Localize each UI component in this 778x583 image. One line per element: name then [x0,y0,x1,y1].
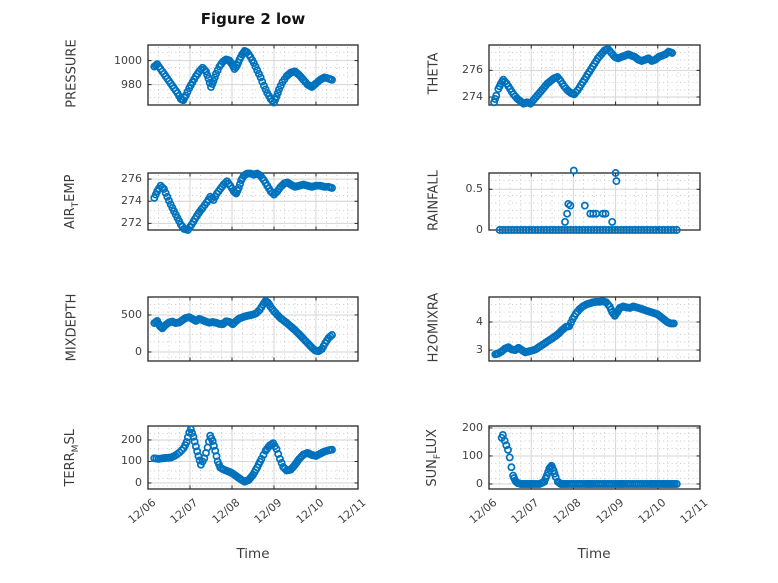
y-axis-label-air_temp: AIRTEMP [63,174,81,229]
y-tick-label: 100 [121,454,142,468]
data-series-h2omixra [491,297,678,359]
subplot-terr_msl [147,425,359,490]
y-tick-label: 276 [121,172,142,186]
y-axis-label-h2omixra: H2OMIXRA [426,292,442,363]
y-axis-label-rainfall: RAINFALL [426,169,442,231]
y-tick-label: 0 [135,344,142,358]
y-tick-label: 200 [121,432,142,446]
subplot-sun_flux [488,425,701,490]
y-tick-label: 0 [135,475,142,489]
x-axis-title-left: Time [236,546,270,562]
data-series-pressure [150,47,336,107]
subplot-h2omixra [488,296,701,362]
data-series-rainfall [495,166,681,234]
y-axis-label-terr_msl: TERRMSL [63,428,81,487]
y-tick-label: 274 [462,90,483,103]
subplot-theta [488,44,701,108]
y-tick-label: 276 [462,63,483,77]
y-tick-label: 1000 [114,53,142,67]
y-tick-label: 500 [121,307,142,321]
y-tick-label: 3 [476,343,483,357]
y-tick-label: 100 [462,448,483,462]
data-series-terr_msl [150,425,336,486]
figure-title: Figure 2 low [200,10,306,28]
subplot-rainfall [488,166,701,234]
subplot-air_temp [147,169,359,234]
data-series-sun_flux [497,431,681,488]
y-tick-label: 0 [476,223,483,236]
x-axis-title-right: Time [577,546,611,562]
data-series-theta [490,45,677,108]
y-tick-label: 200 [462,420,483,434]
y-axis-label-pressure: PRESSURE [64,39,80,108]
y-tick-label: 980 [121,77,142,91]
subplot-mixdepth [147,296,359,362]
y-axis-label-mixdepth: MIXDEPTH [64,293,80,362]
y-axis-label-theta: THETA [426,52,442,95]
data-series-air_temp [150,169,336,234]
data-series-mixdepth [150,296,336,356]
y-tick-label: 0 [476,476,483,490]
subplot-pressure [147,44,359,107]
y-tick-label: 272 [121,216,142,230]
y-axis-label-sun_flux: SUNFLUX [425,428,443,487]
y-tick-label: 0.5 [465,182,484,196]
y-tick-label: 274 [121,194,142,208]
y-tick-label: 4 [476,314,483,328]
